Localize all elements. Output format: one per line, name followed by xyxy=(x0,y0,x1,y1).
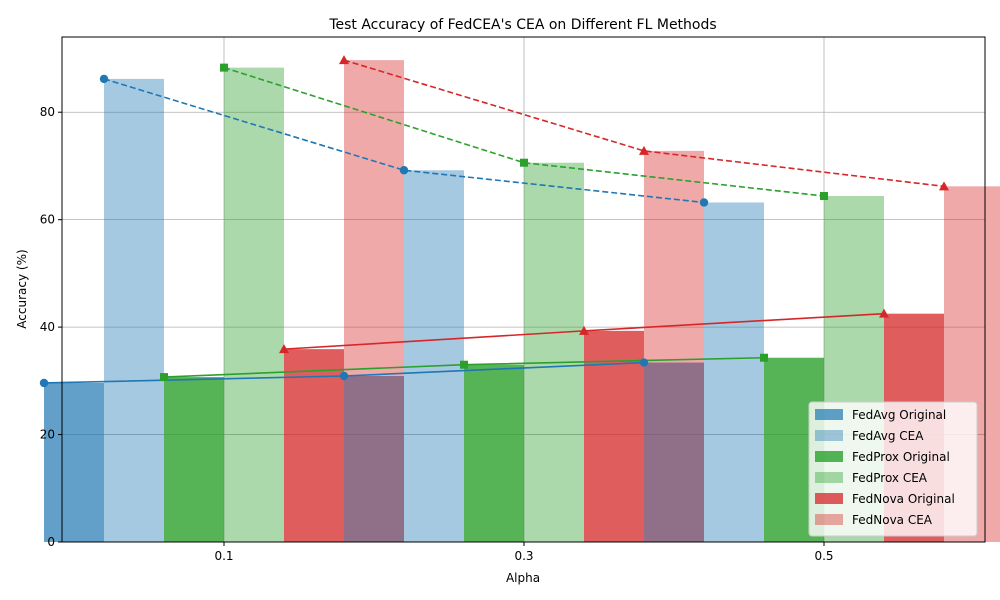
y-tick-label: 60 xyxy=(40,213,55,227)
legend: FedAvg Original FedAvg CEA FedProx Origina… xyxy=(808,401,978,537)
legend-swatch xyxy=(815,430,843,441)
point-fednova-original xyxy=(879,308,889,318)
markers xyxy=(39,55,949,388)
point-fedprox-original xyxy=(760,353,768,362)
bar-fedprox-original xyxy=(464,364,524,542)
point-fednova-original xyxy=(279,344,289,354)
legend-box xyxy=(808,401,978,537)
point-fedprox-cea xyxy=(220,63,228,72)
x-tick-label: 0.1 xyxy=(214,549,233,563)
point-fednova-cea xyxy=(639,145,649,155)
bar-fedavg-original xyxy=(644,362,704,542)
x-axis-label: Alpha xyxy=(506,571,540,585)
point-fedprox-original xyxy=(460,360,468,369)
bar-fednova-cea xyxy=(344,60,404,542)
bar-fednova-original xyxy=(284,349,344,542)
y-tick-label: 80 xyxy=(40,105,55,119)
bar-fedavg-cea xyxy=(104,78,164,542)
legend-label: FedAvg Original xyxy=(852,408,946,422)
x-tick-label: 0.3 xyxy=(514,549,533,563)
point-fedavg-cea xyxy=(399,166,409,175)
y-axis: 0 20 40 60 80 xyxy=(40,105,62,549)
bar-fedprox-cea xyxy=(224,67,284,542)
legend-label: FedProx Original xyxy=(852,450,950,464)
bar-fednova-original xyxy=(584,330,644,542)
bar-fedavg-original xyxy=(44,382,104,542)
point-fednova-cea xyxy=(939,181,949,191)
bar-fedprox-original xyxy=(164,377,224,542)
legend-label: FedProx CEA xyxy=(852,471,928,485)
bar-fedavg-cea xyxy=(404,170,464,542)
legend-swatch xyxy=(815,514,843,525)
legend-swatch xyxy=(815,409,843,420)
y-tick-label: 0 xyxy=(47,535,55,549)
line-fedavg-cea xyxy=(103,78,705,204)
y-axis-label: Accuracy (%) xyxy=(15,249,29,328)
point-fedavg-cea xyxy=(99,74,109,84)
legend-swatch xyxy=(815,472,843,483)
bar-fedavg-cea xyxy=(704,202,764,542)
bar-fedavg-original xyxy=(344,375,404,542)
chart-title: Test Accuracy of FedCEA's CEA on Differe… xyxy=(328,17,716,33)
point-fednova-original xyxy=(579,325,589,335)
point-fednova-cea xyxy=(339,55,349,65)
point-fedavg-original xyxy=(639,358,649,367)
point-fedavg-original xyxy=(39,378,49,388)
line-fedprox-cea xyxy=(223,66,825,197)
legend-swatch xyxy=(815,451,843,462)
legend-label: FedNova Original xyxy=(852,492,955,506)
bar-fedprox-cea xyxy=(524,162,584,542)
legend-swatch xyxy=(815,493,843,504)
point-fedprox-cea xyxy=(520,158,528,167)
point-fedprox-original xyxy=(160,373,168,382)
legend-label: FedAvg CEA xyxy=(852,429,924,443)
line-fednova-cea xyxy=(343,59,945,188)
bar-fednova-cea xyxy=(644,150,704,542)
y-tick-label: 20 xyxy=(40,428,55,442)
y-tick-label: 40 xyxy=(40,320,55,334)
legend-label: FedNova CEA xyxy=(852,513,933,527)
point-fedavg-cea xyxy=(699,198,709,207)
x-tick-label: 0.5 xyxy=(814,549,833,563)
point-fedavg-original xyxy=(339,371,349,381)
x-axis: 0.1 0.3 0.5 xyxy=(214,542,834,563)
point-fedprox-cea xyxy=(820,192,828,201)
